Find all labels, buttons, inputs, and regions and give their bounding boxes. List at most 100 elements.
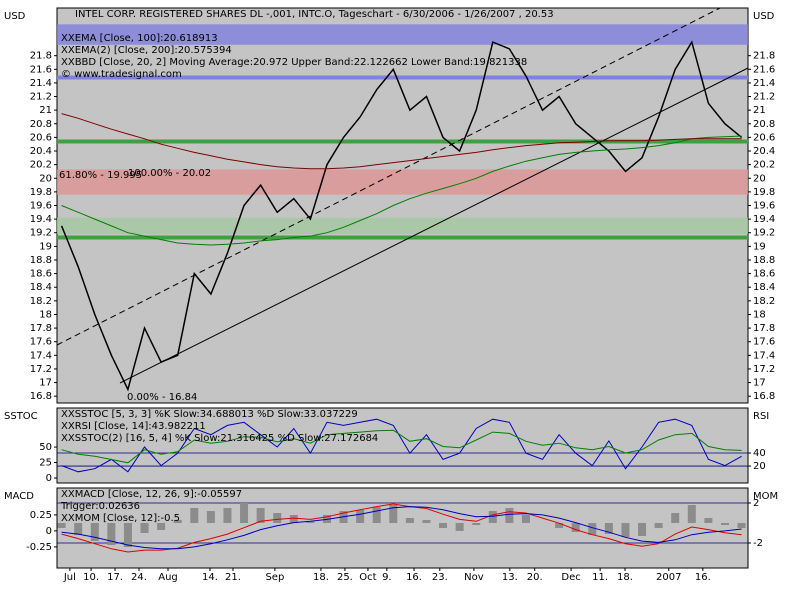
y-tick-label: 17 bbox=[753, 378, 766, 389]
x-tick-label: 18. bbox=[313, 572, 329, 583]
mom-bar bbox=[687, 505, 696, 523]
mom-bar bbox=[90, 523, 99, 541]
mom-bar bbox=[190, 508, 199, 523]
y-tick-label: 20.4 bbox=[753, 146, 775, 157]
x-tick-label: 24. bbox=[131, 572, 147, 583]
y-tick-label: 21.2 bbox=[30, 92, 52, 103]
x-tick-label: Oct bbox=[359, 572, 376, 583]
y-tick-label: 17 bbox=[39, 378, 52, 389]
y-tick-label: 21 bbox=[39, 105, 52, 116]
mom-bar bbox=[123, 523, 132, 547]
y-tick-label: 20 bbox=[39, 173, 52, 184]
mom-bar bbox=[505, 508, 514, 523]
y-tick-label: 20.6 bbox=[753, 132, 775, 143]
mom-bar bbox=[273, 513, 282, 523]
mom-bar bbox=[57, 523, 66, 528]
mom-bar bbox=[289, 515, 298, 523]
x-tick-label: 21. bbox=[225, 572, 241, 583]
y-tick-label: 19.4 bbox=[30, 214, 52, 225]
y-tick-label: 19.2 bbox=[753, 228, 775, 239]
y-tick-label: 16.8 bbox=[753, 391, 775, 402]
mom-bar bbox=[704, 518, 713, 523]
mom-bar bbox=[157, 523, 166, 530]
y-tick-label: 19.6 bbox=[753, 201, 775, 212]
trend-line bbox=[56, 7, 721, 346]
y2-tick-label: 40 bbox=[753, 448, 766, 459]
x-tick-label: Dec bbox=[561, 572, 580, 583]
y-tick-label: -0.25 bbox=[26, 542, 52, 553]
mom-bar bbox=[389, 505, 398, 523]
y-tick-label: 18.6 bbox=[30, 269, 52, 280]
y-tick-label: 21.2 bbox=[753, 92, 775, 103]
y-tick-label: 19.6 bbox=[30, 201, 52, 212]
x-tick-label: 17. bbox=[107, 572, 123, 583]
y-tick-label: 18.4 bbox=[753, 282, 775, 293]
legend-text: XXEMA(2) [Close, 200]:20.575394 bbox=[61, 45, 232, 56]
legend-text: XXMOM [Close, 12]:-0.5 bbox=[61, 513, 180, 524]
x-tick-label: Aug bbox=[158, 572, 178, 583]
legend-text: XXRSI [Close, 14]:43.982211 bbox=[61, 421, 206, 432]
y-tick-label: 19.8 bbox=[30, 187, 52, 198]
legend-text: XXSSTOC [5, 3, 3] %K Slow:34.688013 %D S… bbox=[61, 409, 358, 420]
y-tick-label: 21.4 bbox=[30, 78, 52, 89]
y-tick-label: 19 bbox=[753, 241, 766, 252]
mom-bar bbox=[223, 508, 232, 523]
y-tick-label: 21.8 bbox=[753, 51, 775, 62]
y-tick-label: 20.8 bbox=[30, 119, 52, 130]
y-tick-label: 16.8 bbox=[30, 391, 52, 402]
x-tick-label: 2007 bbox=[656, 572, 681, 583]
y-tick-label: 18.4 bbox=[30, 282, 52, 293]
y-tick-label: 50 bbox=[39, 442, 52, 453]
mom-bar bbox=[206, 511, 215, 523]
y-tick-label: 18 bbox=[39, 309, 52, 320]
y-tick-label: 17.8 bbox=[30, 323, 52, 334]
y-label: USD bbox=[4, 11, 26, 22]
y-tick-label: 0.25 bbox=[30, 510, 52, 521]
mom-bar bbox=[439, 523, 448, 528]
y-tick-label: 20.6 bbox=[30, 132, 52, 143]
y2-tick-label: 20 bbox=[753, 461, 766, 472]
y-tick-label: 21.6 bbox=[753, 64, 775, 75]
mom-bar bbox=[107, 523, 116, 545]
y-label: USD bbox=[753, 11, 775, 22]
panel bbox=[56, 487, 749, 569]
y-tick-label: 20 bbox=[753, 173, 766, 184]
y-tick-label: 21.6 bbox=[30, 64, 52, 75]
mom-bar bbox=[240, 503, 249, 523]
y-tick-label: 20.2 bbox=[753, 160, 775, 171]
panel bbox=[56, 407, 749, 484]
mom-bar bbox=[521, 515, 530, 523]
y2-label: MOM bbox=[753, 491, 778, 502]
legend-text: © www.tradesignal.com bbox=[61, 69, 182, 80]
mom-bar bbox=[356, 510, 365, 523]
y-tick-label: 19.4 bbox=[753, 214, 775, 225]
series-line bbox=[61, 506, 742, 550]
zone bbox=[57, 24, 748, 45]
legend-text: XXBBD [Close, 20, 2] Moving Average:20.9… bbox=[61, 57, 527, 68]
mom-bar bbox=[455, 523, 464, 531]
mom-bar bbox=[422, 520, 431, 523]
legend-text: Trigger:0.02636 bbox=[60, 501, 140, 512]
y-label: SSTOC bbox=[4, 411, 38, 422]
x-tick-label: 25. bbox=[337, 572, 353, 583]
y-tick-label: 18.2 bbox=[753, 296, 775, 307]
y-tick-label: 17.4 bbox=[30, 350, 52, 361]
chart-title: INTEL CORP. REGISTERED SHARES DL -,001, … bbox=[75, 9, 554, 20]
x-tick-label: 10. bbox=[83, 572, 99, 583]
x-tick-label: 9. bbox=[382, 572, 392, 583]
annotation: 100.00% - 20.02 bbox=[128, 168, 211, 179]
x-tick-label: Sep bbox=[265, 572, 284, 583]
y-tick-label: 17.2 bbox=[753, 364, 775, 375]
mom-bar bbox=[654, 523, 663, 528]
y-tick-label: 17.4 bbox=[753, 350, 775, 361]
y-tick-label: 18.8 bbox=[753, 255, 775, 266]
x-tick-label: 18. bbox=[617, 572, 633, 583]
y-tick-label: 21.8 bbox=[30, 51, 52, 62]
series-line bbox=[61, 418, 742, 473]
series-line bbox=[61, 429, 742, 464]
x-tick-label: 23. bbox=[432, 572, 448, 583]
legend-text: XXEMA [Close, 100]:20.618913 bbox=[61, 33, 218, 44]
x-tick-label: 14. bbox=[202, 572, 218, 583]
mom-bar bbox=[256, 508, 265, 523]
